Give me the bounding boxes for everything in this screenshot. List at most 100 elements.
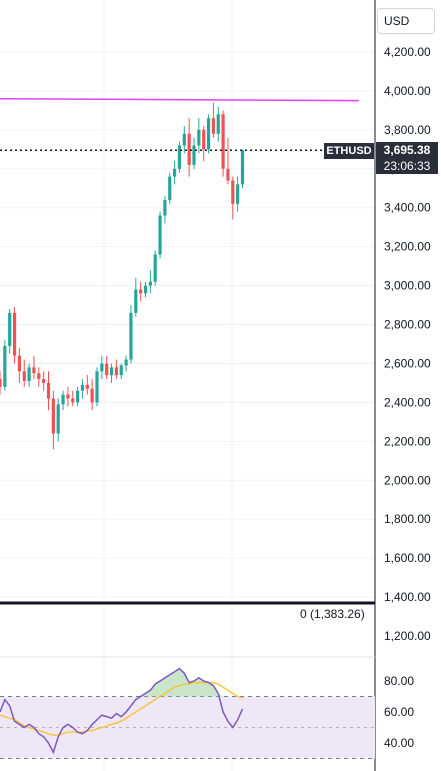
candle [177,141,182,173]
candle [76,386,80,407]
candle [109,363,114,383]
candle [119,363,123,380]
candle-body [158,215,162,255]
candle-body [100,363,104,372]
candle-body [61,394,65,405]
candle [158,211,162,259]
price-axis-ticks: 4,200.004,000.003,800.003,600.003,400.00… [384,45,431,643]
candle [22,359,26,387]
candle-body [42,379,46,383]
price-tick-label: 1,200.00 [384,629,431,643]
candle [134,277,138,317]
candle-body [71,398,75,403]
candle-body [177,145,182,169]
candle [105,355,109,380]
candle-body [139,289,143,294]
candle [139,281,143,302]
price-tick-label: 1,600.00 [384,551,431,565]
price-tick-label: 4,000.00 [384,84,431,98]
candle-body [90,388,94,403]
candle [27,363,31,387]
candle-body [211,118,215,134]
candle [3,340,7,391]
candle-body [76,390,80,403]
price-tick-label: 1,400.00 [384,590,431,604]
candle-body [56,404,60,434]
grid-lines [0,0,375,771]
candle-body [173,168,177,177]
price-tick-label: 2,800.00 [384,318,431,332]
candle-body [192,145,196,165]
candle-body [163,199,167,216]
candle [216,106,220,142]
symbol-label: ETHUSD [324,143,374,159]
last-price-tag: 3,695.38 [376,142,438,159]
crosshair-price-label: 0 (1,383.26) [300,607,365,621]
candlestick-series [0,102,245,450]
candle-body [85,384,89,389]
candle-body [17,355,21,372]
candle [8,308,12,354]
candle [80,379,85,399]
rsi-overbought-fill [0,668,243,697]
candle-body [129,312,133,360]
candle [46,371,51,411]
candle [197,118,201,154]
price-tick-label: 3,400.00 [384,201,431,215]
candle-body [114,367,118,376]
candle [202,125,206,162]
countdown-tag: 23:06:33 [376,158,438,175]
candle [168,172,172,204]
candle-body [236,184,240,204]
candle [173,161,177,185]
candle-body [197,129,201,146]
candle-body [37,373,41,380]
candle-body [27,367,31,381]
candle-body [168,176,172,200]
candle-body [153,254,157,282]
price-tick-label: 4,200.00 [384,45,431,59]
candle-body [32,367,36,374]
candle [124,355,128,372]
candle-body [134,289,138,313]
candle-body [8,312,12,346]
candle-body [202,129,206,150]
candle [206,114,211,154]
trend-line[interactable] [0,97,359,102]
candle-body [187,133,191,165]
candle-body [51,398,55,434]
candle-body [3,345,7,387]
rsi-tick-label: 80.00 [384,674,414,688]
candle-body [240,150,245,185]
price-tick-label: 1,800.00 [384,512,431,526]
candle [231,176,235,220]
candle-body [66,394,70,399]
candle-body [231,180,235,204]
candle-body [46,382,51,399]
candle-body [95,371,99,403]
candle [12,307,17,364]
candle [100,355,104,380]
candle [240,149,245,189]
candle [90,379,94,411]
candle [37,367,41,387]
candle-body [216,114,220,134]
candle-body [80,384,85,391]
candle-body [0,379,2,387]
price-tick-label: 2,400.00 [384,395,431,409]
candle [163,196,167,224]
candle [61,390,65,411]
rsi-ma-line [0,681,243,736]
candle-body [226,168,230,181]
candle [236,176,240,212]
candle [71,390,75,407]
candle [187,118,191,177]
price-tick-label: 3,800.00 [384,123,431,137]
candle [56,398,60,442]
candle-body [119,365,123,376]
price-tick-label: 3,000.00 [384,279,431,293]
candle-body [12,312,17,356]
currency-selector[interactable]: USD [377,8,435,34]
candle [95,367,99,407]
